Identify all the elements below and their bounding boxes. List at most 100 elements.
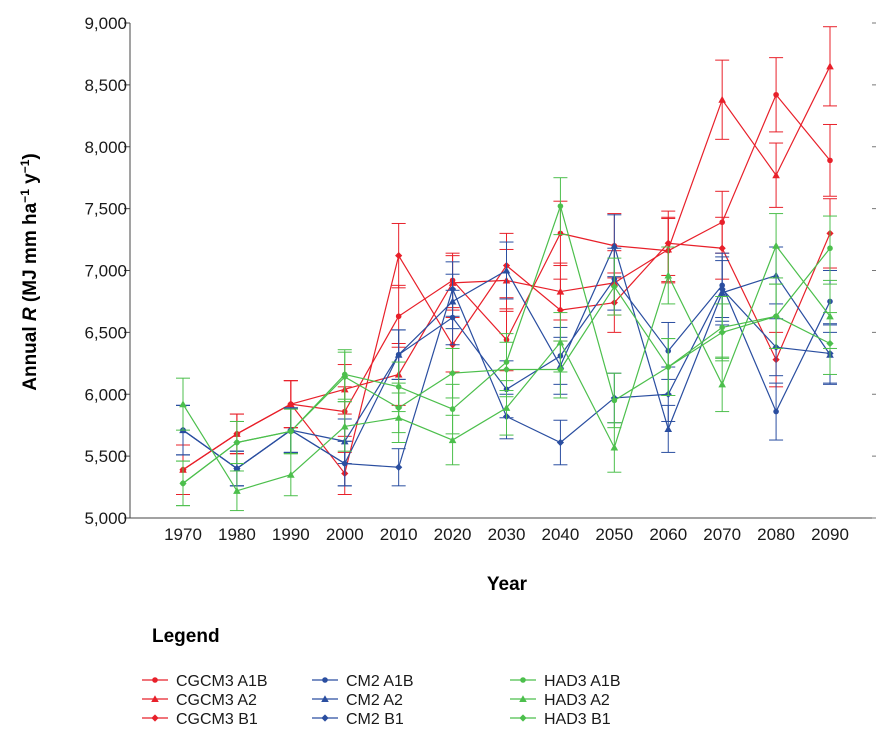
legend-item: CGCM3 B1 [142, 711, 258, 728]
data-point [448, 285, 457, 293]
y-axis-title-exponent-1: −1 [18, 189, 32, 203]
legend: CGCM3 A1B CGCM3 A2 CGCM3 B1 CM2 A1B CM2 A2 CM… [142, 673, 620, 728]
legend-title: Legend [152, 626, 220, 647]
data-point [341, 373, 349, 381]
data-point [179, 400, 187, 408]
series [176, 177, 837, 507]
data-point [395, 404, 403, 412]
y-tick-labels: 5,000 5,500 6,000 6,500 7,000 7,500 8,000 8,500… [84, 14, 127, 528]
data-point [718, 95, 726, 103]
y-axis-title-units: (MJ mm ha [20, 202, 41, 307]
data-point [448, 369, 457, 377]
legend-item: CM2 B1 [312, 711, 404, 728]
series [176, 257, 837, 507]
legend-label: CM2 A1B [346, 673, 414, 690]
legend-label: HAD3 B1 [544, 711, 611, 728]
legend-label: CGCM3 A2 [176, 692, 257, 709]
y-tick-label: 9,000 [84, 14, 127, 33]
data-point [772, 241, 780, 249]
legend-item: CGCM3 A2 [142, 692, 257, 709]
x-tick-label: 2080 [757, 525, 795, 544]
legend-swatch-marker [151, 695, 159, 703]
x-tick-label: 2060 [649, 525, 687, 544]
data-point [233, 486, 241, 494]
data-point [772, 171, 780, 179]
legend-label: CM2 A2 [346, 692, 403, 709]
data-point [395, 313, 402, 320]
data-point [556, 306, 565, 314]
y-tick-label: 6,500 [84, 323, 127, 342]
x-tick-labels: 1970 1980 1990 2000 2010 2020 2030 2040 2050 2060… [164, 525, 849, 544]
legend-label: CGCM3 B1 [176, 711, 258, 728]
data-point [502, 266, 511, 274]
data-point [718, 328, 726, 336]
data-point [772, 312, 780, 320]
data-point [287, 470, 295, 478]
y-axis-title-close: ) [20, 153, 41, 159]
data-point [395, 463, 403, 471]
y-tick-label: 8,500 [84, 76, 127, 95]
legend-swatch-marker [519, 695, 527, 703]
y-tick-label: 6,000 [84, 385, 127, 404]
data-point [287, 400, 295, 408]
legend-label: CGCM3 A1B [176, 673, 268, 690]
data-point [718, 244, 726, 252]
data-point [610, 443, 619, 451]
data-point [827, 245, 833, 252]
legend-item: HAD3 B1 [510, 711, 611, 728]
x-tick-label: 2010 [380, 525, 418, 544]
data-point [664, 363, 672, 371]
legend-swatch-marker [520, 677, 526, 683]
legend-label: HAD3 A1B [544, 673, 620, 690]
legend-swatch-marker [151, 714, 159, 722]
data-point [664, 425, 673, 432]
legend-swatch-marker [321, 714, 329, 722]
legend-item: CGCM3 A1B [142, 673, 268, 690]
data-point [773, 408, 779, 415]
x-tick-label: 1970 [164, 525, 202, 544]
data-point [502, 365, 511, 374]
legend-swatch-marker [321, 695, 329, 703]
legend-label: CM2 B1 [346, 711, 404, 728]
data-point [718, 285, 726, 293]
x-tick-label: 1980 [218, 525, 256, 544]
data-point [611, 397, 618, 404]
legend-swatch-marker [322, 677, 328, 683]
x-tick-label: 2040 [542, 525, 580, 544]
x-tick-label: 2000 [326, 525, 364, 544]
data-point [556, 438, 565, 447]
data-point [664, 271, 673, 279]
legend-item: HAD3 A1B [510, 673, 620, 690]
y-axis-title-mid: y [20, 173, 41, 189]
x-tick-label: 2050 [595, 525, 633, 544]
data-point [827, 157, 833, 164]
data-point [233, 438, 241, 447]
y-tick-label: 7,500 [84, 200, 127, 219]
data-point [826, 62, 834, 70]
data-point [448, 436, 457, 444]
legend-swatch-marker [519, 714, 527, 722]
data-point [610, 282, 618, 291]
x-tick-label: 1990 [272, 525, 310, 544]
x-tick-label: 2030 [488, 525, 526, 544]
x-tick-label: 2020 [434, 525, 472, 544]
data-point [394, 350, 403, 358]
series [176, 213, 837, 512]
legend-item: CM2 A2 [312, 692, 403, 709]
data-point [287, 427, 295, 435]
legend-item: CM2 A1B [312, 673, 414, 690]
y-axis-title-variable: R [20, 307, 41, 321]
x-axis-title: Year [487, 574, 528, 595]
data-point [557, 203, 564, 209]
y-tick-label: 5,000 [84, 509, 127, 528]
data-point [664, 239, 672, 247]
legend-item: HAD3 A2 [510, 692, 610, 709]
data-point [610, 241, 619, 249]
x-tick-label: 2090 [811, 525, 849, 544]
series-layer [176, 26, 837, 512]
data-point [718, 380, 726, 388]
y-tick-label: 7,000 [84, 262, 127, 281]
data-point [449, 406, 456, 412]
y-tick-label: 8,000 [84, 138, 127, 157]
